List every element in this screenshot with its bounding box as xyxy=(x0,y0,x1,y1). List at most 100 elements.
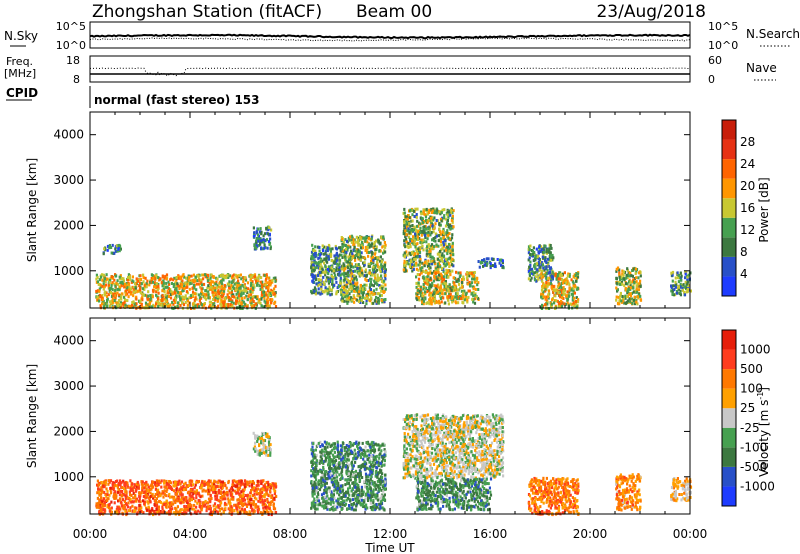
echo-cell xyxy=(335,292,338,296)
echo-cell xyxy=(187,280,190,284)
echo-cell xyxy=(332,269,335,273)
echo-cell xyxy=(550,246,553,250)
echo-cell xyxy=(357,253,360,257)
echo-cell xyxy=(317,256,320,260)
echo-cell xyxy=(323,282,326,286)
echo-cell xyxy=(323,257,326,261)
echo-cell xyxy=(634,267,637,271)
echo-cell xyxy=(417,281,420,285)
echo-cell xyxy=(428,302,431,306)
echo-cell xyxy=(439,297,442,301)
echo-cell xyxy=(128,275,132,279)
echo-cell xyxy=(618,271,621,275)
echo-cell xyxy=(435,291,438,295)
echo-cell xyxy=(417,232,420,236)
echo-cell xyxy=(95,277,98,281)
echo-cell xyxy=(631,297,634,301)
echo-cell xyxy=(111,288,114,292)
echo-cell xyxy=(424,215,428,219)
echo-cell xyxy=(274,300,277,304)
echo-cell xyxy=(686,288,689,292)
echo-cell xyxy=(414,234,417,238)
echo-cell xyxy=(373,292,376,296)
echo-cell xyxy=(532,273,535,276)
echo-cell xyxy=(431,296,434,300)
echo-cell xyxy=(169,289,172,293)
echo-cell xyxy=(419,258,422,261)
echo-cell xyxy=(350,287,353,291)
echo-cell xyxy=(473,301,477,305)
echo-cell xyxy=(474,280,477,284)
echo-cell xyxy=(436,262,439,266)
echo-cell xyxy=(154,487,157,491)
echo-cell xyxy=(429,300,432,304)
echo-cell xyxy=(268,281,271,284)
echo-cell xyxy=(552,256,555,260)
echo-cell xyxy=(675,282,678,286)
echo-cell xyxy=(437,273,441,277)
echo-cell xyxy=(372,265,375,269)
echo-cell xyxy=(352,241,355,245)
echo-cell xyxy=(413,225,416,229)
echo-cell xyxy=(367,244,370,248)
echo-cell xyxy=(110,246,113,249)
echo-cell xyxy=(350,240,353,244)
echo-cell xyxy=(545,250,548,254)
echo-cell xyxy=(576,300,580,304)
echo-cell xyxy=(262,240,265,244)
colorbar-segment xyxy=(722,276,736,296)
echo-cell xyxy=(169,495,172,499)
echo-cell xyxy=(422,302,425,306)
echo-cell xyxy=(430,246,433,250)
echo-cell xyxy=(127,273,130,277)
echo-cell xyxy=(539,247,542,251)
echo-cell xyxy=(149,294,152,297)
echo-cell xyxy=(417,296,420,299)
echo-cell xyxy=(240,291,243,295)
echo-cell xyxy=(135,277,138,281)
echo-cell xyxy=(552,290,555,294)
echo-cell xyxy=(328,285,331,289)
echo-cell xyxy=(147,294,150,298)
echo-cell xyxy=(311,243,314,247)
echo-cell xyxy=(435,243,438,247)
echo-cell xyxy=(634,272,637,276)
echo-cell xyxy=(356,241,360,245)
echo-cell xyxy=(404,229,407,233)
echo-cell xyxy=(548,282,551,286)
echo-cell xyxy=(123,305,126,309)
echo-cell xyxy=(367,264,370,268)
echo-cell xyxy=(220,281,223,285)
echo-cell xyxy=(361,269,364,273)
echo-cell xyxy=(255,231,259,235)
echo-cell xyxy=(567,272,570,276)
echo-cell xyxy=(359,258,362,262)
echo-cell xyxy=(129,479,132,483)
echo-cell xyxy=(447,257,450,261)
echo-cell xyxy=(350,289,353,293)
echo-cell xyxy=(451,285,454,289)
echo-cell xyxy=(457,282,461,286)
echo-cell xyxy=(347,280,351,284)
echo-cell xyxy=(267,240,271,244)
echo-cell xyxy=(155,302,158,306)
echo-cell xyxy=(557,305,560,309)
echo-cell xyxy=(273,292,276,296)
echo-cell xyxy=(220,288,223,292)
echo-cell xyxy=(265,277,268,281)
echo-cell xyxy=(426,237,429,241)
echo-cell xyxy=(413,263,416,267)
echo-cell xyxy=(448,232,451,236)
echo-cell xyxy=(449,286,452,290)
echo-cell xyxy=(547,271,550,275)
echo-cell xyxy=(423,225,426,229)
echo-cell xyxy=(201,494,204,498)
echo-cell xyxy=(259,227,262,231)
echo-cell xyxy=(249,284,253,288)
echo-cell xyxy=(201,283,204,287)
echo-cell xyxy=(376,258,379,262)
echo-cell xyxy=(434,222,437,226)
echo-cell xyxy=(407,262,410,266)
echo-cell xyxy=(559,284,562,288)
echo-cell xyxy=(375,239,378,243)
